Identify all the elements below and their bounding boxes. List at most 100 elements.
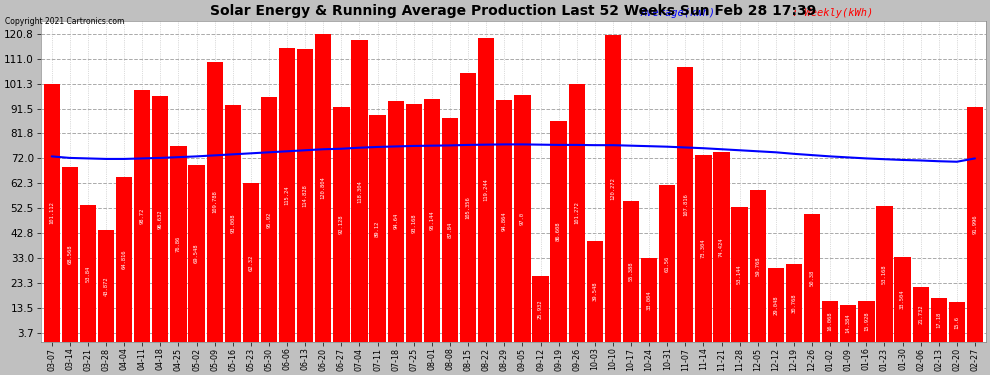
Text: 87.84: 87.84	[447, 222, 452, 238]
Text: 96.632: 96.632	[157, 209, 162, 229]
Bar	[387, 101, 404, 342]
Text: 73.304: 73.304	[701, 239, 706, 258]
Bar	[913, 286, 929, 342]
Text: 94.64: 94.64	[393, 213, 398, 230]
Bar	[188, 165, 205, 342]
Bar	[967, 107, 983, 342]
Text: 76.86: 76.86	[176, 236, 181, 252]
Text: 115.24: 115.24	[284, 185, 289, 205]
Text: 25.932: 25.932	[538, 299, 543, 319]
Text: 69.548: 69.548	[194, 244, 199, 263]
Text: Copyright 2021 Cartronics.com: Copyright 2021 Cartronics.com	[5, 17, 125, 26]
Text: 33.504: 33.504	[900, 290, 905, 309]
Text: 16.068: 16.068	[828, 312, 833, 331]
Title: Solar Energy & Running Average Production Last 52 Weeks Sun Feb 28 17:39: Solar Energy & Running Average Productio…	[210, 4, 817, 18]
Bar	[749, 190, 766, 342]
Text: Average(kWh): Average(kWh)	[641, 8, 716, 18]
Bar	[297, 49, 313, 342]
Text: 92.128: 92.128	[339, 215, 344, 234]
Text: 61.56: 61.56	[664, 255, 669, 272]
Bar	[406, 105, 422, 342]
Bar	[931, 298, 946, 342]
Text: 14.384: 14.384	[845, 314, 850, 333]
Bar	[786, 264, 802, 342]
Bar	[478, 38, 494, 342]
Bar	[442, 118, 458, 342]
Bar	[170, 146, 186, 342]
Text: 33.004: 33.004	[646, 290, 651, 310]
Text: 109.788: 109.788	[212, 190, 217, 213]
Bar	[822, 301, 839, 342]
Text: : Weekly(kWh): : Weekly(kWh)	[792, 8, 873, 18]
Text: 74.424: 74.424	[719, 237, 724, 257]
Text: 119.244: 119.244	[484, 178, 489, 201]
Bar	[841, 305, 856, 342]
Text: 15.928: 15.928	[864, 312, 869, 332]
Text: 94.864: 94.864	[502, 211, 507, 231]
Text: 53.144: 53.144	[738, 264, 742, 284]
Bar	[948, 302, 965, 342]
Text: 15.6: 15.6	[954, 316, 959, 328]
Bar	[369, 115, 386, 342]
Text: 68.568: 68.568	[67, 245, 72, 264]
Bar	[804, 213, 820, 342]
Bar	[858, 302, 874, 342]
Text: 62.32: 62.32	[248, 255, 253, 271]
Text: 53.168: 53.168	[882, 264, 887, 284]
Text: 53.84: 53.84	[85, 265, 90, 282]
Bar	[61, 167, 78, 342]
Bar	[568, 84, 585, 342]
Text: 120.804: 120.804	[321, 177, 326, 200]
Text: 114.828: 114.828	[303, 184, 308, 207]
Bar	[587, 241, 603, 342]
Bar	[134, 90, 150, 342]
Text: 95.144: 95.144	[430, 211, 435, 231]
Text: 43.872: 43.872	[104, 276, 109, 296]
Bar	[315, 34, 332, 342]
Text: 93.168: 93.168	[411, 213, 416, 233]
Text: 95.92: 95.92	[266, 211, 271, 228]
Bar	[424, 99, 440, 342]
Bar	[695, 155, 712, 342]
Text: 98.72: 98.72	[140, 208, 145, 224]
Text: 64.816: 64.816	[122, 250, 127, 269]
Bar	[460, 74, 476, 342]
Bar	[514, 94, 531, 342]
Bar	[732, 207, 747, 342]
Bar	[351, 40, 367, 342]
Text: 50.38: 50.38	[810, 270, 815, 286]
Text: 55.388: 55.388	[629, 262, 634, 281]
Text: 17.18: 17.18	[937, 312, 941, 328]
Bar	[533, 276, 548, 342]
Text: 97.0: 97.0	[520, 212, 525, 225]
Text: 59.768: 59.768	[755, 256, 760, 276]
Text: 107.816: 107.816	[683, 193, 688, 216]
Text: 86.608: 86.608	[556, 222, 561, 242]
Bar	[677, 67, 693, 342]
Text: 39.548: 39.548	[592, 282, 597, 302]
Bar	[152, 96, 168, 342]
Bar	[44, 84, 59, 342]
Bar	[605, 35, 621, 342]
Bar	[207, 62, 223, 342]
Bar	[623, 201, 640, 342]
Text: 105.356: 105.356	[465, 196, 470, 219]
Bar	[225, 105, 241, 342]
Text: 120.272: 120.272	[611, 177, 616, 200]
Bar	[334, 107, 349, 342]
Bar	[496, 100, 513, 342]
Text: 29.048: 29.048	[773, 295, 778, 315]
Bar	[243, 183, 259, 342]
Bar	[98, 230, 114, 342]
Bar	[876, 207, 893, 342]
Text: 101.272: 101.272	[574, 201, 579, 224]
Bar	[116, 177, 133, 342]
Bar	[260, 98, 277, 342]
Bar	[894, 256, 911, 342]
Bar	[550, 121, 566, 342]
Text: 30.768: 30.768	[791, 293, 796, 312]
Text: 93.008: 93.008	[231, 214, 236, 233]
Bar	[641, 258, 657, 342]
Text: 91.996: 91.996	[972, 215, 977, 234]
Text: 89.12: 89.12	[375, 220, 380, 237]
